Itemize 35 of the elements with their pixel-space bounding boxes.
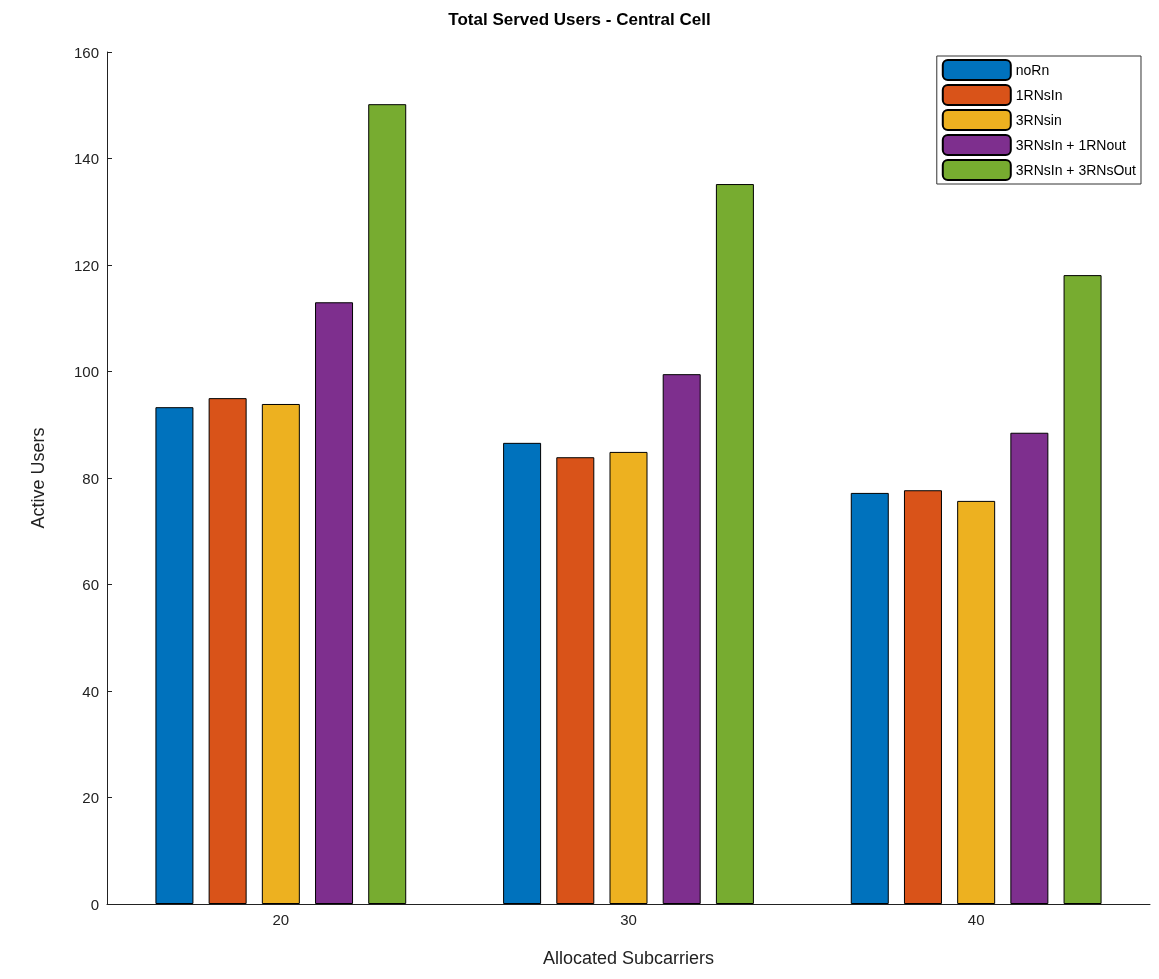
bar xyxy=(261,403,300,904)
y-tick-label: 140 xyxy=(73,150,99,167)
legend-label: 3RNsIn + 3RNsOut xyxy=(1015,162,1137,178)
x-tick-label: 40 xyxy=(967,911,985,928)
x-tick-label: 30 xyxy=(620,911,637,928)
bar xyxy=(315,302,354,904)
bar xyxy=(556,457,595,904)
y-tick-label: 20 xyxy=(82,789,99,806)
legend-label: noRn xyxy=(1015,62,1050,78)
bar xyxy=(1010,432,1049,904)
bar xyxy=(368,104,407,904)
bar xyxy=(1063,275,1102,904)
legend-label: 3RNsin xyxy=(1015,112,1062,128)
y-tick-label: 160 xyxy=(73,43,99,61)
y-tick-label: 80 xyxy=(82,469,99,487)
bar xyxy=(903,490,942,904)
bar xyxy=(715,184,754,904)
bar xyxy=(503,442,542,904)
y-tick-label: 120 xyxy=(73,256,99,274)
y-tick-label: 100 xyxy=(73,363,99,380)
bar xyxy=(208,398,247,904)
x-axis-title: Allocated Subcarriers xyxy=(542,948,715,968)
bar xyxy=(957,500,996,904)
x-tick-label: 20 xyxy=(272,911,290,928)
bar xyxy=(662,374,701,904)
legend-label: 1RNsIn xyxy=(1015,87,1063,103)
y-axis-title: Active Users xyxy=(28,427,48,529)
y-tick-label: 40 xyxy=(82,682,99,700)
y-tick-label: 0 xyxy=(90,895,99,913)
bar xyxy=(609,451,648,904)
bar xyxy=(850,492,889,904)
bar xyxy=(155,407,194,904)
y-tick-label: 60 xyxy=(82,576,99,593)
chart-title: Total Served Users - Central Cell xyxy=(448,10,711,29)
legend-label: 3RNsIn + 1RNout xyxy=(1015,137,1127,153)
